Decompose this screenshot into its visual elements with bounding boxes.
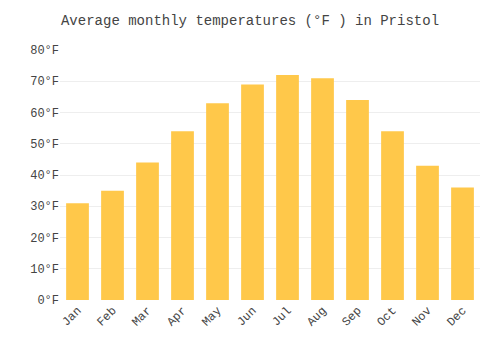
svg-text:Apr: Apr bbox=[164, 304, 189, 329]
svg-text:60°F: 60°F bbox=[30, 107, 59, 121]
svg-text:10°F: 10°F bbox=[30, 263, 59, 277]
svg-text:Feb: Feb bbox=[94, 304, 119, 329]
svg-text:30°F: 30°F bbox=[30, 200, 59, 214]
svg-text:Average monthly temperatures (: Average monthly temperatures (°F ) in Pr… bbox=[61, 13, 439, 29]
svg-text:Sep: Sep bbox=[339, 304, 364, 329]
svg-text:May: May bbox=[199, 304, 224, 329]
svg-text:70°F: 70°F bbox=[30, 75, 59, 89]
svg-text:Oct: Oct bbox=[374, 304, 399, 329]
svg-text:Dec: Dec bbox=[444, 304, 469, 329]
svg-text:Nov: Nov bbox=[409, 304, 434, 329]
svg-text:20°F: 20°F bbox=[30, 232, 59, 246]
svg-text:Jun: Jun bbox=[234, 304, 259, 329]
svg-text:Jul: Jul bbox=[269, 304, 294, 329]
svg-text:40°F: 40°F bbox=[30, 169, 59, 183]
svg-text:80°F: 80°F bbox=[30, 44, 59, 58]
svg-text:0°F: 0°F bbox=[37, 294, 59, 308]
svg-text:Jan: Jan bbox=[59, 304, 84, 329]
svg-text:Mar: Mar bbox=[129, 304, 154, 329]
svg-text:Aug: Aug bbox=[304, 304, 329, 329]
svg-text:50°F: 50°F bbox=[30, 138, 59, 152]
